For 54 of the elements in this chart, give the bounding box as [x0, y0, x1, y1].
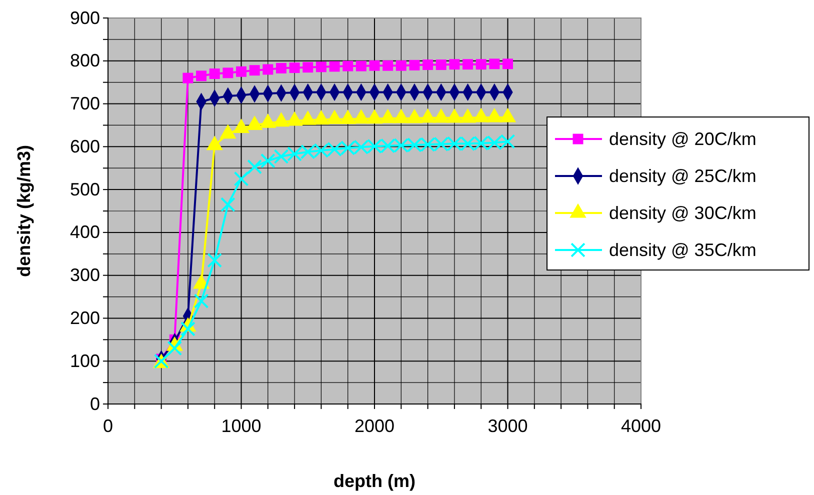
- point: [369, 60, 380, 71]
- y-tick-label: 300: [70, 265, 100, 286]
- point: [249, 65, 260, 76]
- x-tick-label: 1000: [221, 416, 262, 436]
- legend-label: density @ 30C/km: [609, 203, 756, 223]
- x-tick-label: 3000: [488, 416, 528, 436]
- point: [276, 62, 286, 74]
- y-tick-label: 800: [70, 50, 100, 71]
- point: [489, 58, 500, 70]
- point: [207, 252, 222, 268]
- point: [316, 62, 326, 72]
- point: [236, 66, 246, 77]
- point: [356, 60, 366, 72]
- y-tick-label: 900: [70, 8, 100, 28]
- point: [247, 159, 262, 174]
- y-tick-label: 100: [70, 350, 100, 371]
- point: [289, 62, 300, 73]
- y-tick-label: 200: [70, 308, 100, 328]
- point: [476, 59, 486, 70]
- y-tick-label: 700: [70, 94, 100, 114]
- point: [262, 64, 274, 75]
- point: [260, 153, 276, 168]
- point: [234, 171, 249, 186]
- point: [409, 60, 420, 70]
- point: [209, 68, 220, 79]
- legend-label: density @ 25C/km: [609, 166, 756, 186]
- legend-label: density @ 35C/km: [609, 240, 756, 260]
- x-tick-label: 2000: [354, 416, 395, 436]
- point: [422, 60, 434, 70]
- point: [382, 60, 394, 71]
- point: [302, 62, 314, 73]
- point: [396, 60, 406, 71]
- point: [182, 72, 194, 84]
- x-tick-label: 0: [102, 416, 114, 436]
- x-axis-title: depth (m): [334, 471, 416, 491]
- legend-label: density @ 20C/km: [609, 129, 756, 149]
- point: [167, 340, 182, 356]
- point: [502, 58, 513, 70]
- point: [342, 60, 354, 72]
- point: [436, 60, 446, 70]
- y-tick-label: 0: [90, 394, 100, 414]
- x-tick-label: 4000: [620, 416, 662, 436]
- y-axis-title: density (kg/m3): [14, 144, 34, 278]
- point: [449, 59, 460, 70]
- point: [220, 197, 236, 212]
- point: [196, 70, 207, 82]
- y-tick-label: 600: [70, 136, 100, 156]
- point: [462, 59, 474, 70]
- point: [329, 61, 340, 72]
- y-tick-label: 400: [70, 222, 100, 242]
- point: [222, 68, 234, 78]
- y-tick-label: 500: [70, 179, 100, 200]
- point: [194, 294, 209, 309]
- point: [180, 322, 196, 336]
